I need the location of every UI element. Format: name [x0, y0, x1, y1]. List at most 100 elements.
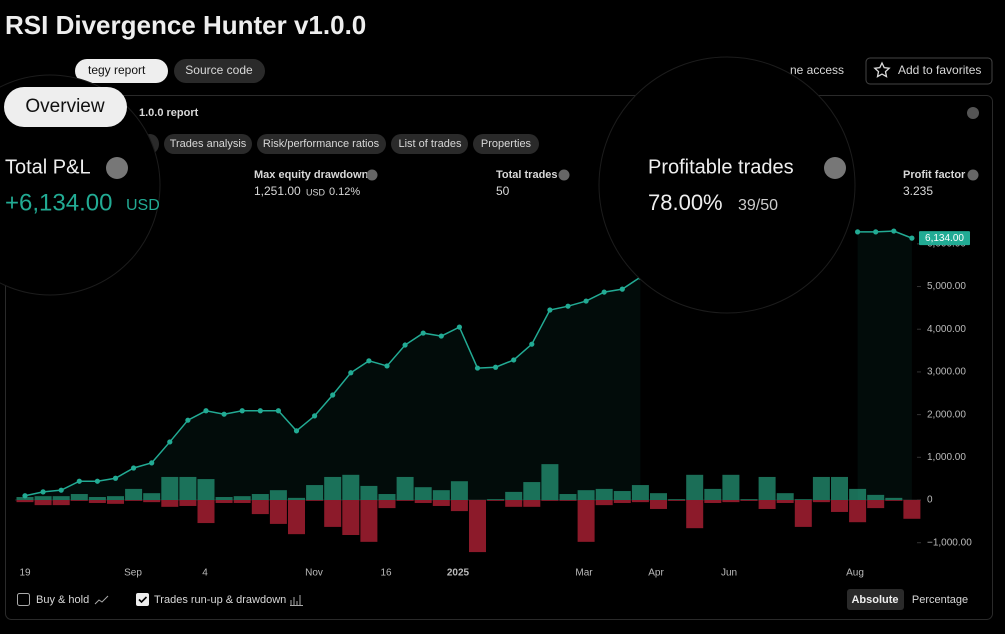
drawdown-bar	[197, 500, 215, 524]
equity-point	[348, 370, 354, 376]
info-icon[interactable]	[106, 157, 128, 179]
subtab-label[interactable]: Properties	[481, 138, 532, 150]
drawdown-bar	[704, 500, 722, 503]
drawdown-bar	[215, 500, 233, 503]
mode-label[interactable]: Absolute	[851, 594, 898, 606]
x-tick-label: 16	[380, 568, 392, 579]
y-tick-label: 1,000.00	[927, 452, 966, 463]
drawdown-bar	[686, 500, 704, 529]
subtab-label[interactable]: Trades analysis	[170, 138, 247, 150]
subtab-label[interactable]: List of trades	[399, 138, 462, 150]
drawdown-bar	[595, 500, 613, 506]
equity-point	[402, 342, 408, 348]
runup-bar	[161, 476, 179, 500]
equity-point	[203, 408, 209, 414]
report-title: 1.0.0 report	[139, 107, 199, 119]
equity-point	[493, 364, 499, 370]
subtab[interactable]	[473, 134, 539, 154]
equity-point	[293, 428, 300, 434]
equity-point	[511, 357, 517, 363]
subtab[interactable]	[391, 134, 468, 154]
checkbox[interactable]	[17, 593, 30, 606]
info-icon[interactable]	[824, 157, 846, 179]
info-icon[interactable]	[558, 169, 570, 181]
runup-bar	[450, 481, 468, 500]
metric-label: Profit factor	[903, 169, 966, 181]
metric-value: 50	[496, 184, 510, 198]
equity-point	[873, 229, 879, 235]
drawdown-bar	[631, 500, 649, 503]
drawdown-bar	[396, 500, 414, 501]
tab-label[interactable]: Source code	[185, 63, 253, 77]
legend-label[interactable]: Trades run-up & drawdown	[154, 594, 286, 606]
equity-point	[22, 493, 28, 499]
drawdown-bar	[251, 500, 269, 515]
drawdown-bar	[143, 500, 161, 503]
runup-bar	[613, 491, 631, 500]
drawdown-bar	[849, 500, 867, 523]
runup-bar	[849, 488, 867, 500]
mode-label[interactable]: Percentage	[912, 594, 968, 606]
info-icon[interactable]	[366, 169, 378, 181]
metric-value: 1,251.00	[254, 184, 301, 198]
x-tick-label: 2025	[447, 568, 470, 579]
legend-label[interactable]: Buy & hold	[36, 594, 89, 606]
drawdown-bar	[613, 500, 631, 503]
drawdown-bar	[288, 500, 305, 535]
equity-point	[529, 341, 535, 347]
runup-bar	[378, 494, 396, 500]
subtab[interactable]	[257, 134, 386, 154]
runup-bar	[487, 499, 505, 500]
x-tick-label: Nov	[305, 568, 323, 579]
runup-bar	[740, 499, 758, 500]
overview-label[interactable]: Overview	[25, 96, 104, 117]
help-icon[interactable]	[967, 107, 979, 119]
tab-strategy[interactable]	[75, 59, 168, 83]
runup-bar	[396, 476, 414, 500]
magnifier	[0, 74, 161, 296]
value-marker-label: 6,134.00	[925, 233, 964, 244]
star-icon	[873, 61, 891, 78]
drawdown-bar	[758, 500, 776, 509]
drawdown-bar	[107, 500, 124, 504]
overview-tab[interactable]	[4, 87, 127, 127]
runup-bar	[432, 490, 450, 500]
equity-point	[221, 411, 227, 417]
drawdown-bar	[414, 500, 432, 503]
runup-bar	[867, 494, 885, 500]
equity-point	[456, 324, 462, 330]
equity-point	[583, 298, 589, 304]
runup-bar	[143, 493, 161, 500]
subtab-label[interactable]: Risk/performance ratios	[263, 138, 380, 150]
runup-bar	[233, 496, 251, 500]
equity-area	[25, 277, 641, 500]
access-link[interactable]: ne access	[790, 63, 844, 77]
equity-point	[330, 392, 336, 398]
favorite-button[interactable]	[865, 57, 993, 85]
drawdown-bar	[269, 500, 287, 524]
mode-button[interactable]	[847, 589, 904, 610]
runup-bar	[885, 497, 903, 500]
x-tick-label: Aug	[846, 568, 864, 579]
equity-chart: −1,000.00 0 1,000.00 2,000.00 3,000.00 4,000.…	[15, 228, 972, 579]
runup-bar	[668, 499, 686, 500]
runup-bar	[776, 493, 794, 500]
equity-point	[891, 228, 897, 234]
drawdown-bar	[179, 500, 197, 506]
info-icon[interactable]	[967, 169, 979, 181]
tab-source[interactable]	[174, 59, 265, 83]
runup-bar	[559, 494, 577, 500]
drawdown-bar	[523, 500, 541, 507]
favorite-label[interactable]: Add to favorites	[898, 63, 981, 77]
equity-point	[312, 413, 318, 419]
drawdown-bar	[505, 500, 523, 507]
drawdown-bar	[469, 500, 486, 553]
subtab[interactable]	[164, 134, 252, 154]
drawdown-bar	[812, 500, 830, 503]
equity-point	[257, 408, 263, 414]
tab-label[interactable]: tegy report	[88, 63, 146, 77]
checkbox[interactable]	[136, 593, 149, 606]
x-tick-label: Jun	[721, 568, 737, 579]
y-tick-label: 0	[927, 495, 933, 506]
